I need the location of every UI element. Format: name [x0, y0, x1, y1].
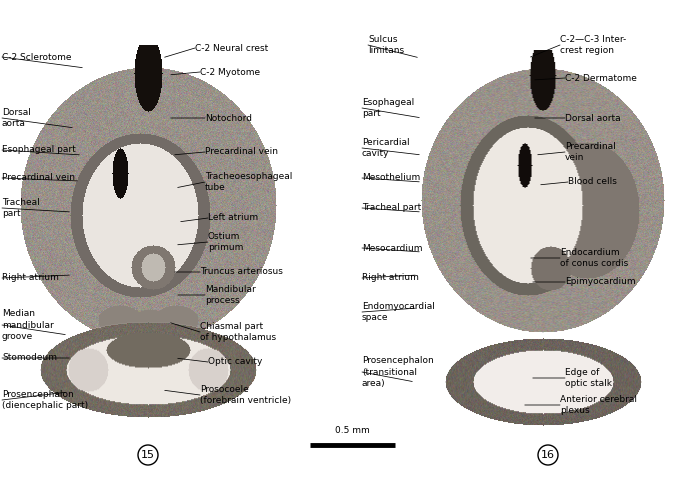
Text: Chiasmal part
of hypothalamus: Chiasmal part of hypothalamus	[200, 322, 276, 342]
Text: C-2 Dermatome: C-2 Dermatome	[565, 74, 637, 83]
Text: Precardinal
vein: Precardinal vein	[565, 142, 615, 162]
Text: Precardinal vein: Precardinal vein	[2, 174, 75, 183]
Text: Blood cells: Blood cells	[568, 177, 617, 186]
Text: Left atrium: Left atrium	[208, 214, 258, 222]
Text: Right atrium: Right atrium	[2, 273, 59, 282]
Text: Truncus arteriosus: Truncus arteriosus	[200, 268, 283, 276]
Text: Optic cavity: Optic cavity	[208, 358, 262, 367]
Text: C-2 Sclerotome: C-2 Sclerotome	[2, 53, 72, 62]
Text: C-2 Neural crest: C-2 Neural crest	[195, 43, 268, 53]
Text: Tracheoesophageal
tube: Tracheoesophageal tube	[205, 172, 292, 192]
Text: Sulcus
limitans: Sulcus limitans	[368, 35, 404, 55]
Text: Prosencephalon
(transitional
area): Prosencephalon (transitional area)	[362, 357, 434, 388]
Text: Anterior cerebral
plexus: Anterior cerebral plexus	[560, 395, 637, 415]
Text: Median
mandibular
groove: Median mandibular groove	[2, 309, 54, 341]
Text: Prosocoele
(forebrain ventricle): Prosocoele (forebrain ventricle)	[200, 385, 291, 405]
Text: Stomodeum: Stomodeum	[2, 354, 57, 362]
Text: Epimyocardium: Epimyocardium	[565, 278, 636, 286]
Text: Right atrium: Right atrium	[362, 273, 419, 282]
Text: Endocardium
of conus cordis: Endocardium of conus cordis	[560, 248, 628, 268]
Text: Dorsal aorta: Dorsal aorta	[565, 113, 620, 122]
Text: Tracheal part: Tracheal part	[362, 204, 421, 213]
Text: C-2 Myotome: C-2 Myotome	[200, 67, 260, 76]
Text: Mandibular
process: Mandibular process	[205, 285, 256, 305]
Text: Endomyocardial
space: Endomyocardial space	[362, 302, 435, 322]
Text: Tracheal
part: Tracheal part	[2, 198, 40, 218]
Text: 16: 16	[541, 450, 555, 460]
Text: Precardinal vein: Precardinal vein	[205, 148, 278, 156]
Text: Dorsal
aorta: Dorsal aorta	[2, 108, 31, 128]
Text: 0.5 mm: 0.5 mm	[335, 426, 370, 435]
Text: Notochord: Notochord	[205, 113, 252, 122]
Text: Mesothelium: Mesothelium	[362, 174, 420, 183]
Text: Esophageal part: Esophageal part	[2, 145, 76, 154]
Text: Ostium
primum: Ostium primum	[208, 232, 243, 252]
Circle shape	[138, 445, 158, 465]
Text: C-2—C-3 Inter-
crest region: C-2—C-3 Inter- crest region	[560, 35, 626, 55]
Text: Edge of
optic stalk: Edge of optic stalk	[565, 368, 612, 388]
Text: Pericardial
cavity: Pericardial cavity	[362, 138, 410, 158]
Circle shape	[538, 445, 558, 465]
Text: Mesocardium: Mesocardium	[362, 243, 422, 252]
Text: 15: 15	[141, 450, 155, 460]
Text: Prosencephalon
(diencephalic part): Prosencephalon (diencephalic part)	[2, 390, 88, 410]
Text: Esophageal
part: Esophageal part	[362, 98, 414, 118]
